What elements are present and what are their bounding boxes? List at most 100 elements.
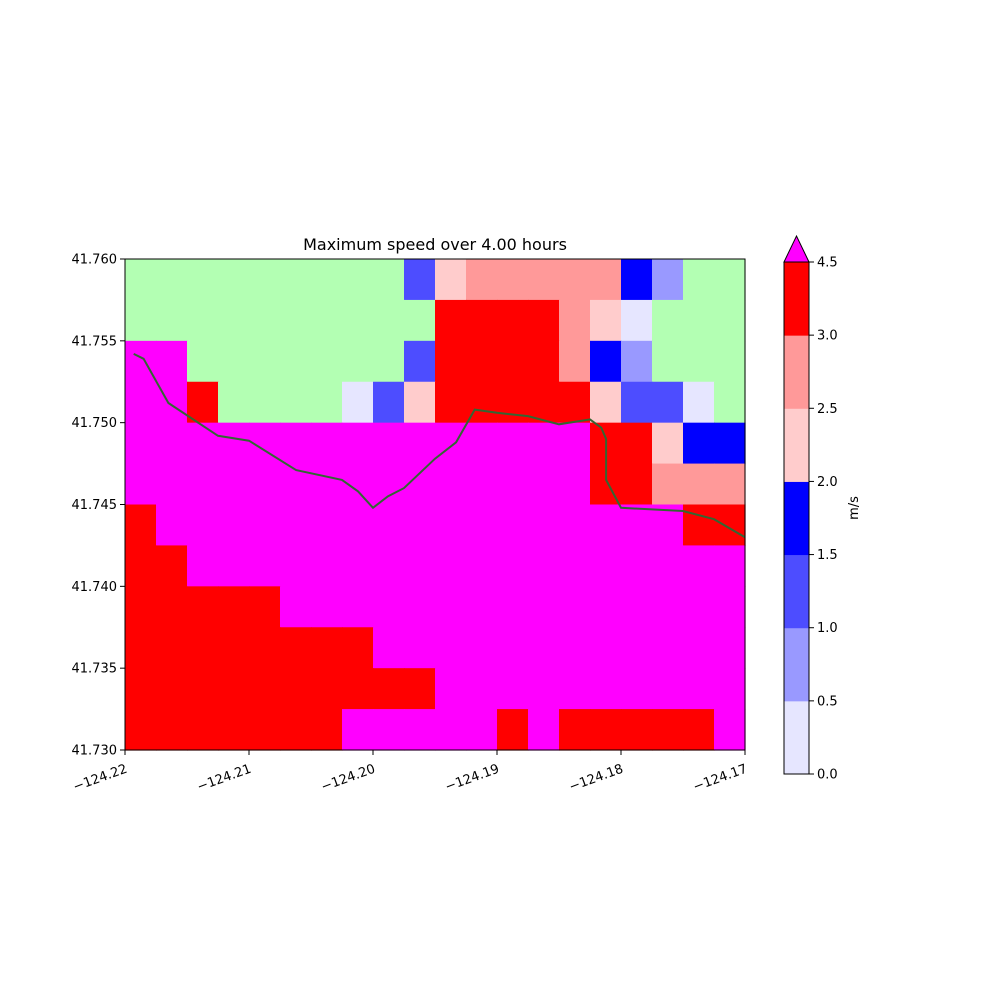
heatmap-cell (497, 299, 529, 342)
heatmap-cell (156, 627, 188, 669)
heatmap-cell (683, 586, 715, 628)
heatmap-cell (404, 259, 436, 301)
heatmap-cell (373, 381, 405, 424)
heatmap-cell (125, 381, 157, 424)
heatmap-cell (528, 668, 560, 710)
heatmap-cell (528, 545, 560, 587)
colorbar-tick-label: 1.0 (817, 621, 838, 636)
heatmap-cell (311, 586, 343, 628)
colorbar-tick-label: 3.0 (817, 329, 838, 344)
heatmap-cell (218, 668, 250, 710)
heatmap-cell (311, 299, 343, 342)
heatmap-cell (342, 545, 374, 587)
heatmap-cell (156, 545, 188, 587)
colorbar-segment (784, 481, 809, 556)
heatmap-cell (249, 627, 281, 669)
heatmap-cell (218, 259, 250, 301)
heatmap-cell (280, 586, 312, 628)
heatmap-cell (311, 668, 343, 710)
heatmap-cell (125, 709, 157, 751)
heatmap-cell (714, 668, 746, 710)
heatmap-cell (404, 668, 436, 710)
heatmap-cell (249, 463, 281, 506)
heatmap-cell (404, 586, 436, 628)
heatmap-cell (559, 709, 591, 751)
heatmap-cell (652, 586, 684, 628)
heatmap-cell (497, 709, 529, 751)
heatmap-cell (373, 299, 405, 342)
heatmap-cell (373, 709, 405, 751)
heatmap-cell (342, 259, 374, 301)
heatmap-cell (373, 422, 405, 465)
colorbar-tick-label: 2.5 (817, 402, 838, 417)
heatmap-cell (714, 709, 746, 751)
heatmap-cell (187, 463, 219, 506)
heatmap-cell (187, 668, 219, 710)
heatmap-cell (435, 545, 467, 587)
y-tick-label: 41.730 (72, 744, 118, 759)
heatmap-cell (466, 709, 498, 751)
heatmap-cell (559, 259, 591, 301)
heatmap-cell (404, 340, 436, 383)
heatmap-cell (187, 586, 219, 628)
heatmap-cell (466, 504, 498, 547)
heatmap-cell (590, 504, 622, 547)
heatmap-cell (497, 627, 529, 669)
heatmap-cell (466, 340, 498, 383)
heatmap-cell (559, 422, 591, 465)
y-tick-label: 41.740 (72, 580, 118, 595)
heatmap-cell (125, 299, 157, 342)
heatmap-cell (342, 586, 374, 628)
heatmap-cell (218, 381, 250, 424)
heatmap-cell (528, 709, 560, 751)
heatmap-cell (683, 709, 715, 751)
heatmap-cell (621, 381, 653, 424)
heatmap-cell (435, 463, 467, 506)
heatmap-cell (714, 545, 746, 587)
heatmap-cell (528, 381, 560, 424)
heatmap-cell (683, 299, 715, 342)
heatmap-cell (125, 340, 157, 383)
heatmap-cell (342, 422, 374, 465)
heatmap-cell (311, 340, 343, 383)
heatmap-cell (311, 545, 343, 587)
heatmap-cell (435, 586, 467, 628)
heatmap-cell (714, 381, 746, 424)
heatmap-cell (280, 504, 312, 547)
heatmap-cell (187, 709, 219, 751)
heatmap-cell (342, 340, 374, 383)
heatmap-cell (652, 299, 684, 342)
heatmap-cell (280, 627, 312, 669)
heatmap-cell (435, 668, 467, 710)
heatmap-cell (590, 586, 622, 628)
heatmap-cell (652, 422, 684, 465)
heatmap-cell (187, 259, 219, 301)
y-axis: 41.730 41.735 41.740 41.745 41.750 41.755 41.7… (72, 253, 125, 759)
heatmap-cell (683, 545, 715, 587)
heatmap-cell (249, 259, 281, 301)
heatmap-cell (435, 340, 467, 383)
heatmap-cell (125, 463, 157, 506)
heatmap-cell (342, 627, 374, 669)
heatmap-cell (621, 545, 653, 587)
heatmap-cell (187, 627, 219, 669)
heatmap-cell (435, 709, 467, 751)
overlay-line (133, 353, 746, 539)
heatmap-cell (156, 668, 188, 710)
heatmap-cell (311, 504, 343, 547)
heatmap-cell (528, 504, 560, 547)
heatmap-cell (311, 259, 343, 301)
y-tick-label: 41.760 (72, 253, 118, 268)
heatmap-cell (125, 586, 157, 628)
heatmap-cell (683, 463, 715, 506)
heatmap-cell (249, 504, 281, 547)
heatmap-cell (652, 259, 684, 301)
heatmap-cell (497, 340, 529, 383)
heatmap-cell (373, 545, 405, 587)
heatmap-cell (590, 668, 622, 710)
heatmap-cell (528, 627, 560, 669)
heatmap-cell (590, 381, 622, 424)
colorbar-label: m/s (847, 496, 862, 520)
heatmap-cell (714, 259, 746, 301)
